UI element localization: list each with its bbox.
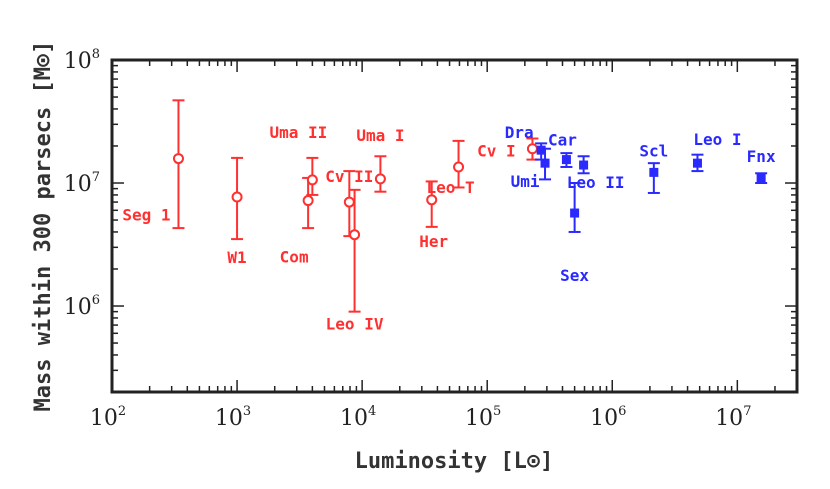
marker-circle	[343, 196, 355, 208]
x-tick-label: 102	[90, 404, 126, 431]
point-uma-i	[374, 155, 387, 193]
y-tick-label: 107	[64, 170, 100, 197]
x-tick-label: 106	[590, 404, 626, 431]
label-uma-i: Uma I	[356, 126, 404, 145]
label-leo-t: Leo T	[426, 178, 474, 197]
marker-square	[579, 160, 589, 170]
marker-circle	[453, 161, 465, 173]
point-umi	[539, 147, 552, 181]
tick-marks	[111, 59, 798, 393]
x-axis: 102 103 104 105 106 107	[90, 404, 752, 431]
plot-frame	[110, 58, 799, 394]
point-leo-ii	[577, 155, 590, 175]
label-com: Com	[280, 248, 309, 267]
marker-square	[649, 167, 659, 177]
label-dra: Dra	[505, 123, 534, 142]
marker-square	[570, 208, 580, 218]
marker-square	[692, 158, 702, 168]
point-sex	[568, 182, 581, 233]
marker-circle	[526, 143, 538, 155]
marker-circle	[374, 173, 386, 185]
y-tick-label: 106	[64, 293, 100, 320]
point-scl	[647, 162, 660, 194]
marker-circle	[302, 195, 314, 207]
point-her	[425, 180, 438, 228]
label-cv-ii: Cv II	[325, 167, 373, 186]
label-cv-i: Cv I	[477, 142, 516, 161]
label-leo-ii: Leo II	[567, 173, 625, 192]
point-leo-t	[452, 139, 465, 189]
label-leo-i: Leo I	[693, 130, 741, 149]
marker-square	[561, 155, 571, 165]
marker-circle	[231, 191, 243, 203]
label-uma-ii: Uma II	[269, 123, 327, 142]
label-umi: Umi	[511, 172, 540, 191]
point-w1	[231, 156, 244, 241]
point-labels: Seg 1 W1 Com Uma II Cv II Leo IV Uma I Her Leo T…	[122, 123, 776, 334]
label-leo-iv: Leo IV	[326, 315, 384, 334]
point-uma-ii	[306, 156, 319, 196]
label-fnx: Fnx	[747, 147, 776, 166]
y-tick-label: 108	[64, 47, 100, 74]
label-scl: Scl	[639, 141, 668, 160]
x-tick-label: 104	[340, 404, 376, 431]
x-axis-title: Luminosity [L⊙]	[355, 449, 554, 474]
point-car	[560, 152, 573, 168]
x-tick-label: 105	[465, 404, 501, 431]
label-sex: Sex	[560, 266, 589, 285]
marker-square	[536, 145, 546, 155]
point-leo-iv	[348, 188, 361, 313]
label-car: Car	[548, 131, 577, 150]
label-her: Her	[419, 232, 448, 251]
y-axis: 106 107 108	[64, 47, 100, 320]
x-tick-label: 107	[715, 404, 751, 431]
point-fnx	[755, 172, 768, 185]
label-seg-1: Seg 1	[122, 206, 170, 225]
marker-circle	[426, 194, 438, 206]
label-w1: W1	[227, 248, 246, 267]
point-seg-1	[172, 99, 185, 230]
data-points	[172, 99, 768, 313]
marker-square	[540, 158, 550, 168]
marker-circle	[172, 153, 184, 165]
marker-circle	[349, 229, 361, 241]
point-com	[302, 176, 315, 230]
y-axis-title: Mass within 300 parsecs [M⊙]	[31, 41, 56, 412]
marker-square	[756, 173, 766, 183]
x-tick-label: 103	[215, 404, 251, 431]
marker-circle	[306, 174, 318, 186]
point-leo-i	[691, 153, 704, 173]
